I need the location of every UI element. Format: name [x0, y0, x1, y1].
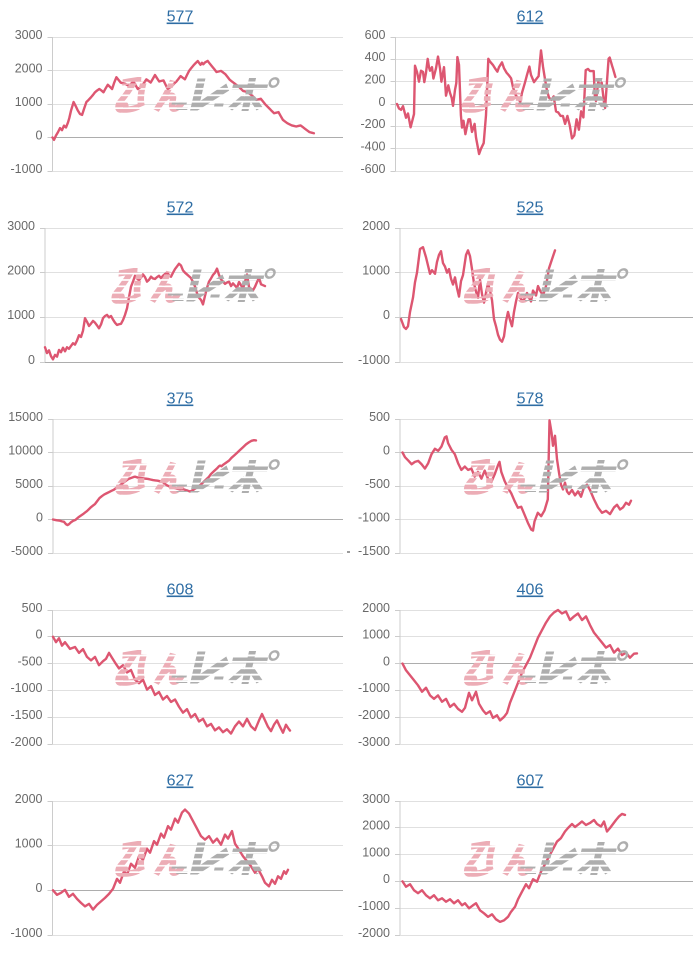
svg-text:600: 600: [365, 28, 386, 42]
svg-text:-1500: -1500: [358, 544, 390, 558]
svg-text:-1000: -1000: [358, 681, 390, 695]
svg-text:-500: -500: [365, 477, 390, 491]
svg-text:1000: 1000: [7, 308, 35, 322]
svg-text:1000: 1000: [15, 836, 43, 850]
svg-text:15000: 15000: [8, 410, 43, 424]
svg-text:0: 0: [383, 308, 390, 322]
svg-text:-1000: -1000: [358, 510, 390, 524]
svg-text:-500: -500: [17, 654, 42, 668]
svg-text:-1500: -1500: [11, 708, 43, 722]
svg-text:0: 0: [383, 654, 390, 668]
svg-text:500: 500: [369, 410, 390, 424]
svg-text:0: 0: [36, 881, 43, 895]
svg-text:-600: -600: [360, 162, 385, 176]
svg-text:-2000: -2000: [358, 708, 390, 722]
svg-text:0: 0: [36, 128, 43, 142]
svg-text:-400: -400: [360, 139, 385, 153]
svg-text:0: 0: [28, 353, 35, 367]
svg-text:-1000: -1000: [358, 899, 390, 913]
svg-text:1000: 1000: [362, 628, 390, 642]
svg-text:1000: 1000: [362, 263, 390, 277]
svg-text:607: 607: [517, 773, 544, 790]
svg-text:-3000: -3000: [358, 735, 390, 749]
svg-text:2000: 2000: [362, 819, 390, 833]
svg-text:612: 612: [517, 9, 544, 26]
svg-text:608: 608: [167, 582, 194, 599]
svg-text:1000: 1000: [15, 95, 43, 109]
svg-text:577: 577: [167, 9, 194, 26]
svg-text:-1000: -1000: [11, 926, 43, 940]
svg-text:572: 572: [167, 200, 194, 217]
svg-text:-1000: -1000: [11, 162, 43, 176]
svg-text:3000: 3000: [362, 792, 390, 806]
svg-text:0: 0: [383, 872, 390, 886]
svg-text:3000: 3000: [15, 28, 43, 42]
svg-text:525: 525: [517, 200, 544, 217]
svg-text:0: 0: [36, 510, 43, 524]
svg-text:-1000: -1000: [11, 681, 43, 695]
svg-text:10000: 10000: [8, 443, 43, 457]
svg-text:3000: 3000: [7, 219, 35, 233]
svg-text:400: 400: [365, 50, 386, 64]
svg-text:500: 500: [22, 601, 43, 615]
svg-text:2000: 2000: [7, 263, 35, 277]
svg-text:2000: 2000: [15, 61, 43, 75]
svg-text:0: 0: [383, 443, 390, 457]
svg-text:1000: 1000: [362, 845, 390, 859]
svg-text:627: 627: [167, 773, 194, 790]
svg-text:5000: 5000: [15, 477, 43, 491]
svg-text:-200: -200: [360, 117, 385, 131]
svg-text:-2000: -2000: [11, 735, 43, 749]
svg-text:-2000: -2000: [358, 926, 390, 940]
svg-text:578: 578: [517, 391, 544, 408]
svg-text:2000: 2000: [362, 601, 390, 615]
svg-text:200: 200: [365, 72, 386, 86]
svg-text:-1000: -1000: [358, 353, 390, 367]
svg-text:375: 375: [167, 391, 194, 408]
svg-text:406: 406: [517, 582, 544, 599]
svg-text:2000: 2000: [362, 219, 390, 233]
svg-text:0: 0: [379, 95, 386, 109]
svg-text:2000: 2000: [15, 792, 43, 806]
svg-text:-5000: -5000: [11, 544, 43, 558]
svg-text:0: 0: [36, 628, 43, 642]
